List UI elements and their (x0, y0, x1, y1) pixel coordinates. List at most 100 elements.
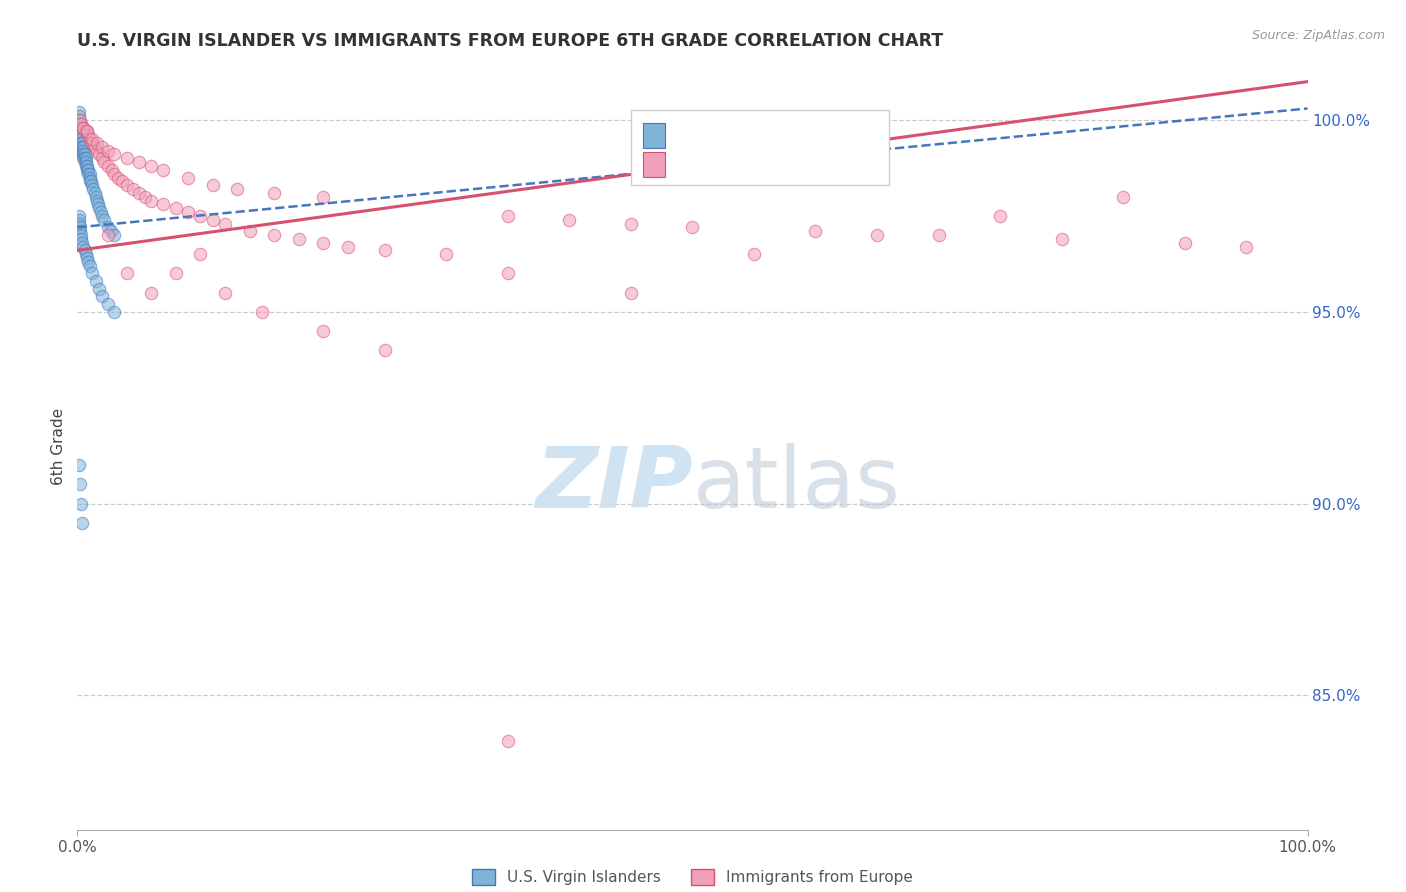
FancyBboxPatch shape (644, 153, 665, 177)
Point (107, 170, 129, 185)
Point (374, 244, 396, 258)
Point (70, 227, 93, 242)
Point (70, 516, 93, 530)
Point (67, 212, 90, 227)
Point (134, 189, 156, 203)
Point (288, 232, 311, 246)
Point (70, 140, 93, 154)
Point (1174, 235, 1197, 250)
Point (1050, 232, 1073, 246)
Point (100, 224, 122, 238)
Point (97, 159, 120, 173)
Point (1234, 239, 1257, 253)
Point (337, 239, 360, 253)
Point (97, 297, 120, 311)
Point (496, 209, 519, 223)
Point (69, 120, 91, 135)
Point (67, 217, 90, 231)
Point (988, 209, 1011, 223)
Text: U.S. VIRGIN ISLANDER VS IMMIGRANTS FROM EUROPE 6TH GRADE CORRELATION CHART: U.S. VIRGIN ISLANDER VS IMMIGRANTS FROM … (77, 32, 943, 50)
Point (79, 259, 101, 273)
Point (69, 128, 91, 143)
Point (239, 224, 262, 238)
Point (263, 186, 285, 200)
Point (89, 147, 111, 161)
Point (82, 266, 104, 280)
Point (70, 117, 93, 131)
Legend: U.S. Virgin Islanders, Immigrants from Europe: U.S. Virgin Islanders, Immigrants from E… (465, 863, 920, 891)
Point (70, 147, 93, 161)
Point (77, 162, 100, 177)
Point (141, 159, 163, 173)
Point (82, 182, 104, 196)
Point (312, 235, 335, 250)
Point (72, 144, 94, 158)
Point (69, 112, 91, 127)
Point (84, 189, 107, 203)
Point (201, 212, 224, 227)
Point (83, 186, 105, 200)
Point (682, 220, 704, 235)
Point (97, 144, 120, 158)
Point (97, 227, 120, 242)
Point (263, 227, 285, 242)
Point (76, 124, 98, 138)
Point (165, 266, 187, 280)
Point (115, 266, 138, 280)
Point (214, 285, 236, 300)
Point (620, 217, 643, 231)
Point (70, 140, 93, 154)
Point (111, 174, 132, 188)
Point (86, 136, 108, 150)
Point (79, 174, 101, 188)
Point (79, 170, 101, 185)
Point (73, 151, 96, 165)
Point (496, 266, 519, 280)
Point (73, 147, 96, 161)
Point (804, 224, 827, 238)
Point (70, 496, 93, 510)
Point (82, 178, 104, 193)
Point (72, 120, 94, 135)
Point (72, 120, 94, 135)
Point (67, 209, 90, 223)
Point (67, 112, 90, 127)
Point (101, 162, 124, 177)
Point (89, 282, 111, 296)
Point (86, 194, 108, 208)
Point (86, 144, 108, 158)
Point (177, 205, 200, 219)
Point (69, 124, 91, 138)
Point (312, 189, 335, 203)
Point (76, 251, 98, 265)
Point (93, 212, 115, 227)
Y-axis label: 6th Grade: 6th Grade (51, 408, 66, 484)
Point (77, 128, 100, 143)
Point (188, 247, 212, 261)
Point (866, 227, 889, 242)
Point (90, 151, 114, 165)
Point (75, 124, 97, 138)
Point (1112, 189, 1135, 203)
Point (87, 197, 110, 211)
Point (70, 136, 93, 150)
Point (67, 109, 90, 123)
Point (84, 274, 107, 288)
Point (77, 167, 100, 181)
Text: atlas: atlas (693, 442, 900, 526)
Point (128, 186, 150, 200)
Point (82, 132, 104, 146)
Point (103, 304, 125, 318)
Point (70, 124, 93, 138)
Point (103, 227, 125, 242)
Point (128, 155, 150, 169)
Point (72, 151, 94, 165)
Point (70, 235, 93, 250)
Point (73, 244, 96, 258)
Point (90, 205, 112, 219)
Point (121, 182, 143, 196)
Point (115, 178, 138, 193)
Point (72, 239, 94, 253)
Text: R = 0.087   N = 74: R = 0.087 N = 74 (678, 127, 835, 145)
Point (67, 117, 90, 131)
